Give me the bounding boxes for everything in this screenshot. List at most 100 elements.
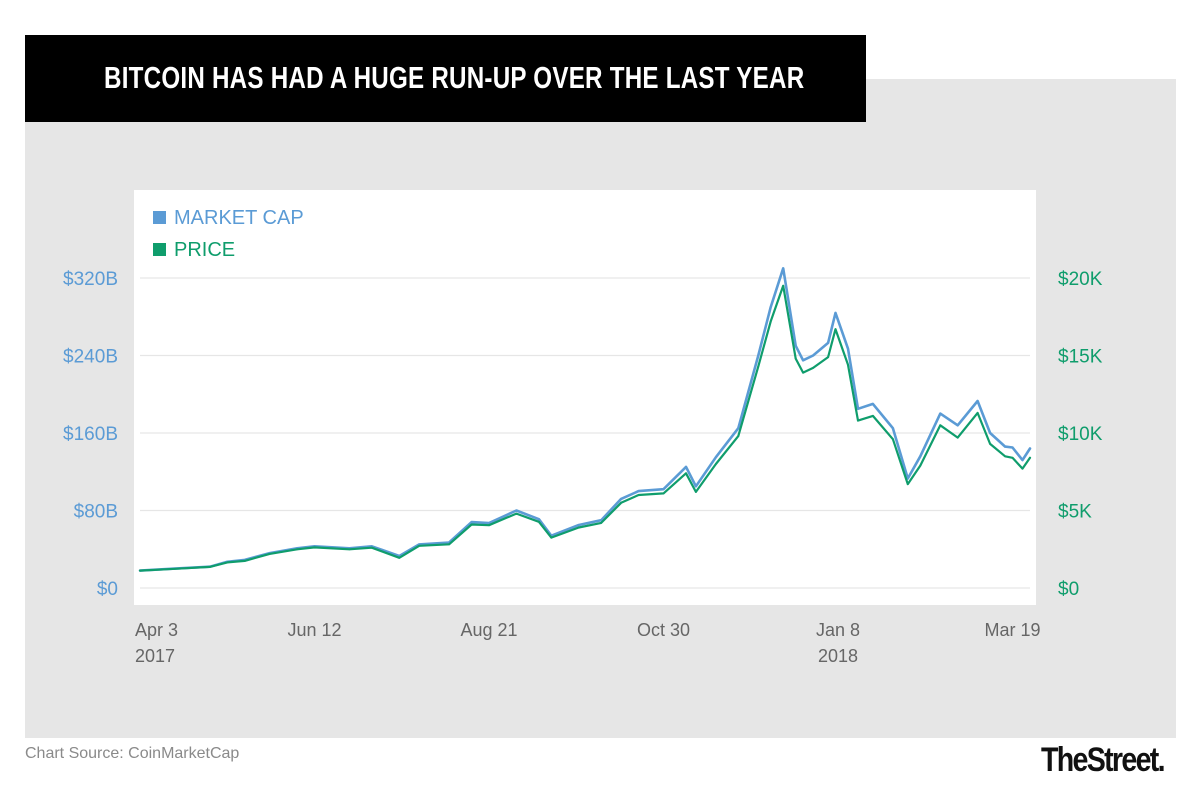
- price-point: [398, 556, 401, 559]
- y-left-tick-label: $320B: [63, 269, 118, 290]
- market-cap-point: [600, 519, 603, 522]
- price-point: [662, 492, 665, 495]
- price-point: [550, 536, 553, 539]
- legend-label-price: PRICE: [174, 239, 235, 261]
- price-point: [812, 367, 814, 369]
- price-point: [906, 483, 909, 485]
- price-point: [139, 569, 141, 572]
- market-cap-point: [488, 522, 490, 524]
- chart-title: BITCOIN HAS HAD A HUGE RUN-UP OVER THE L…: [104, 60, 805, 95]
- market-cap-point: [757, 354, 760, 357]
- market-cap-point: [685, 466, 687, 468]
- price-point: [695, 491, 697, 493]
- price-point: [757, 365, 760, 368]
- price-point: [620, 501, 622, 504]
- x-tick-label: Jun 12: [287, 620, 341, 640]
- price-point: [418, 544, 421, 547]
- x-axis: Apr 3 2017 Jun 12 Aug 21 Oct 30 Jan 8 2018 Mar …: [135, 620, 1041, 666]
- market-cap-point: [737, 427, 740, 430]
- market-cap-point: [695, 485, 697, 488]
- y-left-tick-label: $160B: [63, 424, 118, 445]
- market-cap-point: [662, 488, 665, 491]
- price-point: [600, 522, 603, 524]
- x-tick-label: Aug 21: [460, 620, 517, 640]
- price-point: [802, 371, 804, 374]
- price-point: [1004, 455, 1006, 458]
- market-cap-point: [1021, 459, 1024, 461]
- price-point: [892, 438, 894, 441]
- price-point: [1021, 467, 1024, 470]
- price-point: [370, 546, 373, 549]
- price-point: [1029, 456, 1031, 459]
- market-cap-point: [802, 359, 804, 362]
- plot-area: [134, 190, 1036, 605]
- price-point: [919, 464, 922, 467]
- price-point: [470, 523, 473, 526]
- y-right-tick-label: $10K: [1058, 424, 1103, 445]
- market-cap-point: [939, 412, 942, 415]
- gridlines: [140, 277, 1030, 589]
- legend-swatch-market-cap: [153, 211, 166, 224]
- x-tick-year-label: 2017: [135, 646, 175, 666]
- y-left-tick-label: $0: [97, 579, 118, 600]
- market-cap-point: [906, 477, 909, 480]
- market-cap-point: [919, 455, 922, 458]
- price-point: [174, 567, 176, 570]
- y-right-tick-label: $5K: [1058, 502, 1092, 523]
- price-point: [769, 320, 772, 323]
- price-point: [226, 561, 229, 564]
- price-point: [737, 435, 740, 437]
- price-point: [794, 357, 797, 360]
- y-right-tick-label: $15K: [1058, 347, 1103, 368]
- price-point: [448, 543, 450, 546]
- market-cap-point: [620, 498, 622, 500]
- chart-source: Chart Source: CoinMarketCap: [25, 745, 240, 762]
- price-point: [989, 443, 991, 445]
- price-point: [827, 356, 829, 358]
- y-left-tick-label: $80B: [74, 502, 118, 523]
- series-lines: [138, 266, 1032, 572]
- x-tick-label: Mar 19: [985, 620, 1041, 640]
- market-cap-point: [715, 456, 717, 459]
- right-axis: $0 $5K $10K $15K $20K: [1058, 269, 1103, 600]
- price-point: [1011, 456, 1014, 459]
- x-tick-label: Apr 3: [135, 620, 178, 640]
- price-point: [847, 363, 849, 366]
- price-point: [782, 284, 785, 287]
- y-left-tick-label: $240B: [63, 347, 118, 368]
- price-line: [138, 284, 1032, 572]
- price-point: [577, 526, 580, 529]
- legend-swatch-price: [153, 243, 166, 256]
- market-cap-point: [577, 524, 580, 526]
- price-point: [715, 463, 717, 465]
- market-cap-point: [794, 344, 797, 347]
- market-cap-point: [847, 347, 849, 350]
- market-cap-point: [834, 312, 837, 314]
- market-cap-point: [892, 427, 894, 430]
- price-point: [872, 415, 874, 417]
- price-point: [834, 328, 837, 331]
- title-banner: [25, 35, 866, 122]
- market-cap-point: [637, 490, 640, 492]
- price-point: [296, 548, 298, 551]
- market-cap-point: [976, 400, 979, 402]
- price-point: [637, 494, 640, 496]
- price-point: [208, 566, 211, 568]
- price-point: [243, 560, 246, 562]
- price-point: [348, 548, 351, 551]
- price-point: [976, 412, 979, 414]
- market-cap-point: [956, 424, 959, 427]
- market-cap-point: [538, 518, 540, 521]
- legend-label-market-cap: MARKET CAP: [174, 207, 304, 229]
- market-cap-point: [1011, 446, 1014, 449]
- left-axis: $0 $80B $160B $240B $320B: [63, 269, 118, 600]
- legend: MARKET CAP PRICE: [153, 207, 304, 261]
- price-point: [857, 419, 859, 422]
- market-cap-point: [857, 407, 859, 410]
- market-cap-point: [989, 432, 991, 434]
- x-tick-label: Oct 30: [637, 620, 690, 640]
- market-cap-point: [812, 354, 814, 357]
- market-cap-point: [782, 267, 785, 270]
- x-tick-year-label: 2018: [818, 646, 858, 666]
